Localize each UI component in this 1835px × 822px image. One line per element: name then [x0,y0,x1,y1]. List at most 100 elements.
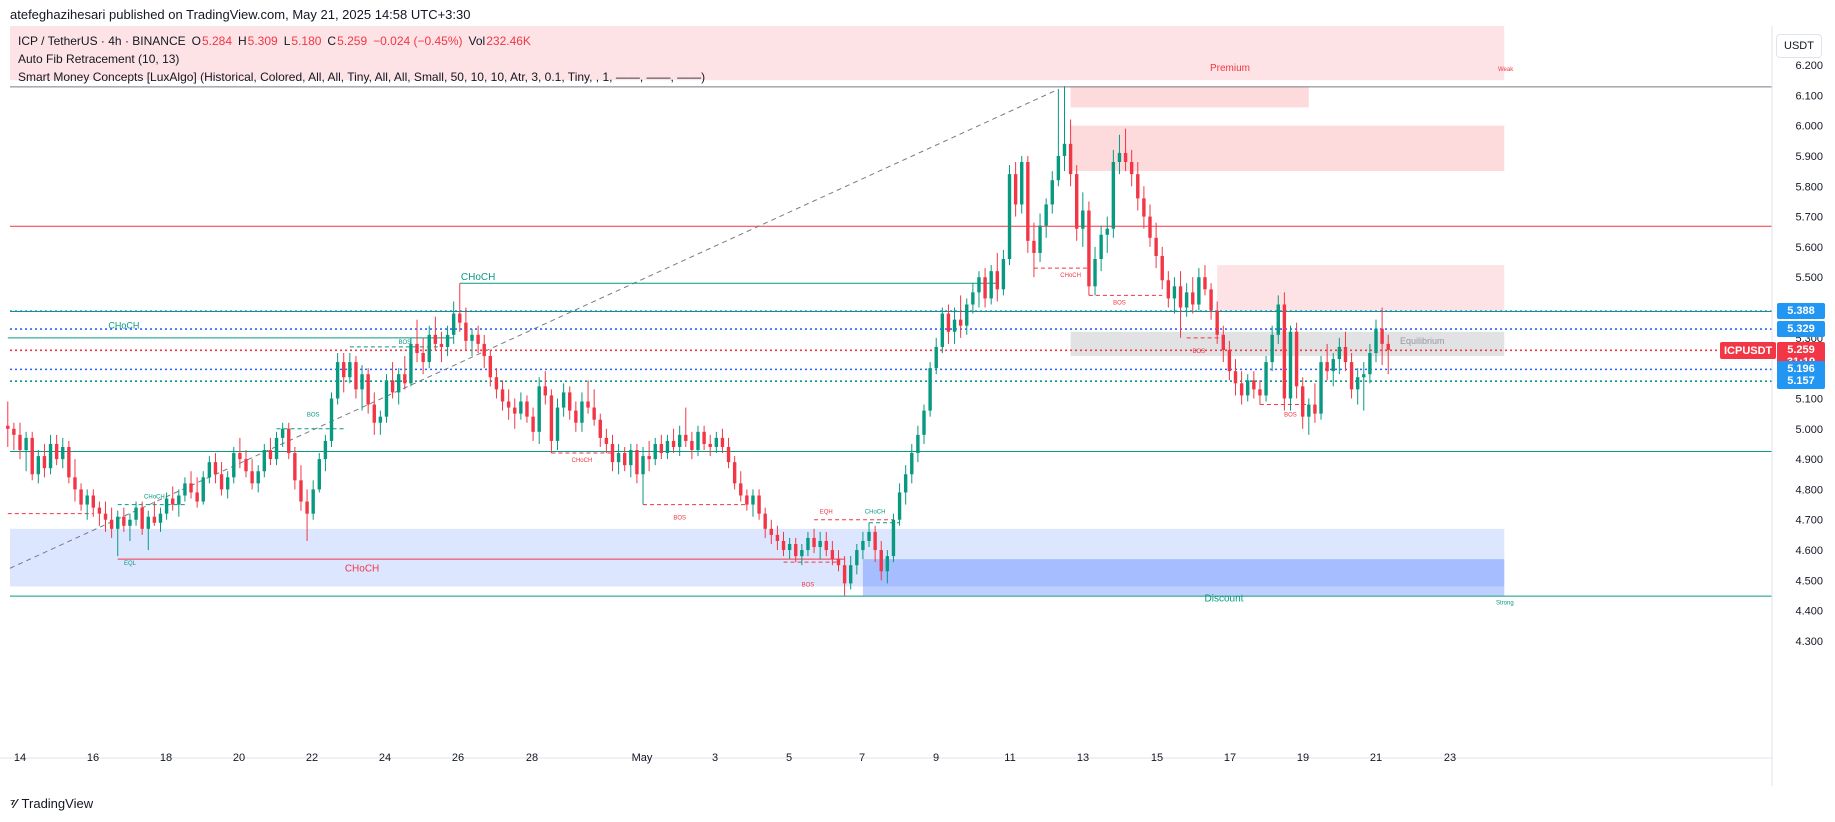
candle-body [598,419,602,438]
candle-body [73,477,77,490]
zone-premium [10,26,1505,81]
candle-body [971,292,975,305]
candle-body [885,556,890,572]
candle-body [18,434,22,451]
zones-layer [10,26,1505,596]
candle-body [1044,204,1048,226]
structure-label: CHoCH [865,510,886,516]
time-tick-label: 23 [1444,752,1456,764]
candle-body [690,440,694,451]
price-badge: 5.157 [1777,373,1825,390]
candle-body [384,380,389,417]
candle-body [30,437,34,475]
candle-body [720,437,725,447]
candle-body [67,446,71,478]
price-tick-label: 4.300 [1795,636,1823,648]
time-tick-label: 16 [87,752,99,764]
candle-body [42,456,47,469]
candle-body [451,313,456,335]
candle-body [134,507,138,520]
zone-equilibrium [1070,331,1505,357]
candle-body [830,550,835,560]
candle-body [201,477,205,502]
structure-label: CHoCH [572,458,593,464]
low-label: L [283,34,291,48]
candle-body [1142,198,1146,217]
symbol-title[interactable]: ICP / TetherUS · 4h · BINANCE [18,34,186,48]
indicator-smc-label[interactable]: Smart Money Concepts [LuxAlgo] (Historic… [18,70,706,84]
candle-body [213,462,218,475]
strong-label: Strong [1496,601,1514,607]
candle-body [965,304,969,326]
weak-label: Weak [1498,67,1514,73]
chart-frame[interactable]: CHoCH CHoCH CHoCH BOS BOS CHoCH EQL CHoCH BOS BOS… [0,26,1835,786]
candle-body [488,356,493,378]
candle-body [745,495,749,505]
candle-body [280,428,285,438]
candle-body [232,453,236,478]
candle-body [1282,304,1287,399]
candle-body [24,437,28,451]
candle-body [684,434,688,441]
equilibrium-label: Equilibrium [1400,336,1445,346]
candle-body [1215,310,1219,335]
price-tick-label: 4.600 [1795,545,1823,557]
price-tick-label: 4.500 [1795,575,1823,587]
candle-body [1337,346,1342,360]
candle-body [800,550,804,557]
candle-body [1129,162,1134,175]
time-tick-label: 24 [379,752,391,764]
time-tick-label: 3 [712,752,718,764]
candle-body [421,353,425,363]
candle-body [732,462,737,484]
candle-body [403,374,407,384]
candle-body [311,489,315,514]
tradingview-wordmark[interactable]: TradingView [21,796,94,811]
candle-body [146,516,150,529]
candle-body [928,368,932,411]
candle-body [1203,277,1207,290]
tradingview-logo-icon[interactable]: ⁷⁄ [10,796,16,811]
price-tick-label: 5.900 [1795,151,1823,163]
candle-body [1020,162,1024,205]
candle-body [1362,374,1366,378]
candle-body [525,401,529,417]
candle-body [555,407,560,441]
high-value: 5.309 [247,34,278,48]
candle-body [671,440,676,447]
candle-body [775,534,780,541]
candle-body [287,428,291,454]
candle-body [1038,225,1042,253]
candle-body [128,519,132,526]
price-chart[interactable]: CHoCH CHoCH CHoCH BOS BOS CHoCH EQL CHoCH BOS BOS… [0,26,1835,786]
candle-body [1056,155,1061,181]
price-tick-label: 4.800 [1795,484,1823,496]
candle-body [48,443,53,469]
indicator-fib-label[interactable]: Auto Fib Retracement (10, 13) [18,52,180,66]
legend-ohlc-row[interactable]: ICP / TetherUS · 4h · BINANCE O5.284 H5.… [18,32,705,50]
candle-body [433,334,438,344]
candle-body [54,443,59,460]
candle-body [653,443,657,460]
candle-body [891,519,896,557]
candle-body [360,374,364,390]
candle-body [836,559,841,566]
symbol-badge[interactable]: ICPUSDT [1720,342,1777,360]
candle-body [781,540,786,551]
price-tick-label: 5.600 [1795,242,1823,254]
candle-body [140,507,144,529]
candle-body [910,453,914,475]
candle-body [470,334,474,341]
labels-layer: CHoCH CHoCH CHoCH BOS BOS CHoCH EQL CHoCH BOS BOS… [108,63,1514,607]
legend-indicator-smc[interactable]: Smart Money Concepts [LuxAlgo] (Historic… [18,68,705,86]
candle-body [409,343,413,384]
candle-body [995,271,999,290]
candle-body [757,495,761,514]
currency-button[interactable]: USDT [1776,34,1822,58]
legend-indicator-fib[interactable]: Auto Fib Retracement (10, 13) [18,50,705,68]
candle-body [726,446,731,463]
candle-body [238,453,242,460]
candle-body [390,380,395,393]
zone-bull_ob [862,559,1505,596]
structure-label: CHoCH [1060,273,1081,279]
